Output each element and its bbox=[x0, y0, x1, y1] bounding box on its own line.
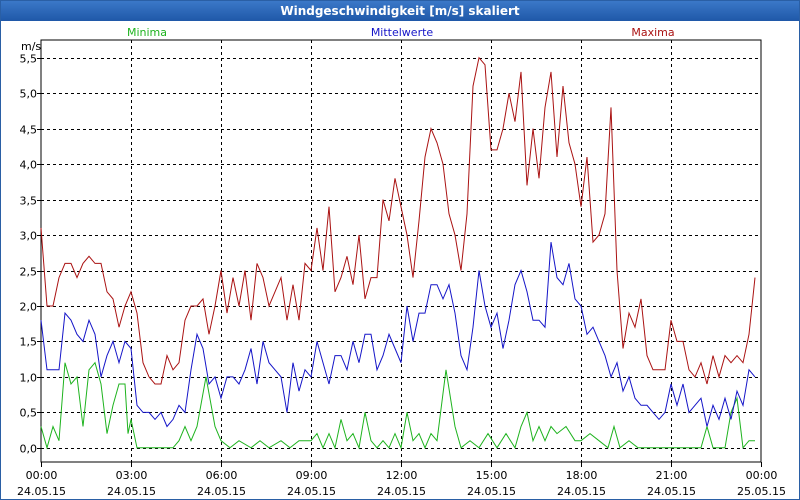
legend-label-maxima: Maxima bbox=[631, 26, 674, 39]
x-tick-date-label: 24.05.15 bbox=[197, 485, 246, 498]
x-tick-time-label: 03:00 bbox=[116, 469, 148, 482]
y-tick-label: 0,5 bbox=[20, 407, 38, 420]
x-tick-time-label: 18:00 bbox=[566, 469, 598, 482]
y-tick-label: 4,0 bbox=[20, 159, 38, 172]
series-line-mittelwerte bbox=[40, 242, 756, 428]
x-tick-time-label: 15:00 bbox=[476, 469, 508, 482]
series-line-minima bbox=[40, 361, 755, 450]
x-tick-time-label: 21:00 bbox=[656, 469, 688, 482]
x-tick-date-label: 25.05.15 bbox=[737, 485, 786, 498]
y-tick-label: 5,0 bbox=[20, 88, 38, 101]
y-tick-label: 5,5 bbox=[20, 53, 38, 66]
x-tick-time-label: 00:00 bbox=[746, 469, 778, 482]
x-tick-date-label: 24.05.15 bbox=[377, 485, 426, 498]
wind-speed-chart: 0,0 0,5 1,0 1,5 2,0 2,5 3,0 3,5 4,0 4,5 5,0 5,5m/s 0… bbox=[17, 26, 786, 498]
y-tick-label: 3,5 bbox=[20, 195, 38, 208]
x-tick-time-label: 06:00 bbox=[206, 469, 238, 482]
legend-label-minima: Minima bbox=[127, 26, 167, 39]
y-tick-label: 0,0 bbox=[20, 443, 38, 456]
y-tick-label: 3,0 bbox=[20, 230, 38, 243]
x-tick-date-label: 24.05.15 bbox=[107, 485, 156, 498]
x-tick-date-label: 24.05.15 bbox=[557, 485, 606, 498]
x-tick-time-label: 12:00 bbox=[386, 469, 418, 482]
window-title: Windgeschwindigkeit [m/s] skaliert bbox=[1, 1, 799, 21]
x-tick-date-label: 24.05.15 bbox=[467, 485, 516, 498]
x-tick-date-label: 24.05.15 bbox=[287, 485, 336, 498]
x-tick-date-label: 24.05.15 bbox=[647, 485, 696, 498]
x-tick-time-label: 00:00 bbox=[26, 469, 58, 482]
legend-label-mittelwerte: Mittelwerte bbox=[371, 26, 434, 39]
y-axis-label: m/s bbox=[21, 40, 41, 53]
y-tick-label: 1,5 bbox=[20, 336, 38, 349]
y-tick-label: 2,0 bbox=[20, 301, 38, 314]
y-tick-label: 4,5 bbox=[20, 124, 38, 137]
y-tick-label: 2,5 bbox=[20, 266, 38, 279]
x-tick-date-label: 24.05.15 bbox=[17, 485, 66, 498]
x-tick-time-label: 09:00 bbox=[296, 469, 328, 482]
y-tick-label: 1,0 bbox=[20, 372, 38, 385]
series-line-maxima bbox=[40, 56, 756, 385]
